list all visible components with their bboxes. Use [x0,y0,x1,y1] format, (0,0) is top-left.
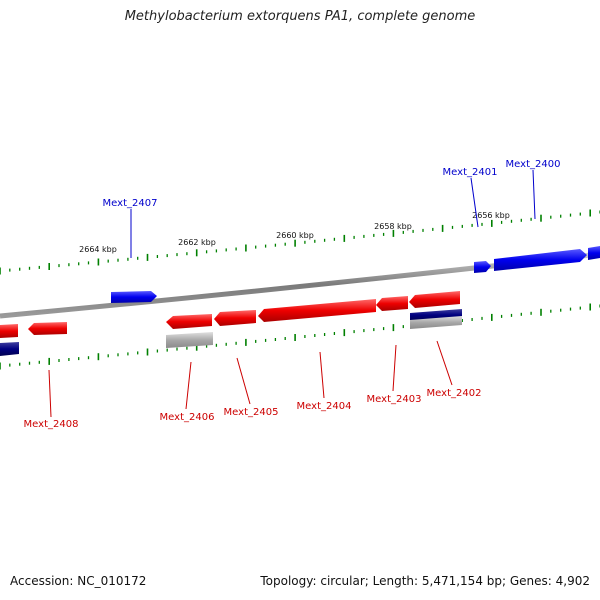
scale-label-2660: 2660 kbp [276,231,314,240]
gene-label-mext-2404[interactable]: Mext_2404 [297,401,352,412]
gene-arrow-edge-left[interactable] [0,324,18,338]
gene-arrow-mext-2407[interactable] [111,291,157,303]
feature-dark-left[interactable] [0,342,19,356]
gene-arrow-mext-2406[interactable] [166,314,212,329]
gene-label-mext-2403[interactable]: Mext_2403 [367,394,422,405]
gene-arrow-mext-2401[interactable] [474,261,491,273]
gene-arrow-mext-2408[interactable] [28,322,67,335]
gene-label-mext-2401[interactable]: Mext_2401 [443,167,498,178]
other-features [0,309,462,356]
leader-mext-2403 [392,344,397,392]
gene-arrow-mext-2404[interactable] [258,299,376,322]
scale-label-2662: 2662 kbp [178,238,216,247]
leader-lines [48,169,536,418]
gene-arrow-mext-2405[interactable] [214,310,256,326]
gene-arrow-edge-right[interactable] [588,246,600,260]
map-title: Methylobacterium extorquens PA1, complet… [124,9,476,24]
leader-mext-2400 [532,169,536,220]
gene-label-mext-2402[interactable]: Mext_2402 [427,388,482,399]
gene-label-mext-2407[interactable]: Mext_2407 [103,198,158,209]
gene-label-mext-2400[interactable]: Mext_2400 [506,159,561,170]
scale-label-2656: 2656 kbp [472,211,510,220]
scale-label-2658: 2658 kbp [374,222,412,231]
leader-mext-2406 [185,361,192,410]
leader-mext-2404 [319,351,325,399]
leader-mext-2408 [48,369,52,418]
reverse-strand-genes [0,291,460,338]
gene-label-mext-2406[interactable]: Mext_2406 [160,412,215,423]
gene-labels: Mext_2407 Mext_2401 Mext_2400 Mext_2408 … [24,159,561,430]
leader-mext-2405 [236,357,251,405]
leader-mext-2402 [436,340,453,386]
feature-rna-mext-2402[interactable] [410,316,462,329]
accession-text: Accession: NC_010172 [10,574,147,588]
feature-rna-mext-2406[interactable] [166,332,213,348]
upper-ruler [0,209,600,275]
gene-arrow-mext-2402[interactable] [409,291,460,308]
gene-label-mext-2405[interactable]: Mext_2405 [224,407,279,418]
gene-arrow-mext-2400[interactable] [494,249,587,271]
gene-label-mext-2408[interactable]: Mext_2408 [24,419,79,430]
scale-labels: 2664 kbp 2662 kbp 2660 kbp 2658 kbp 2656… [79,211,510,254]
genome-summary: Topology: circular; Length: 5,471,154 bp… [260,574,590,588]
leader-mext-2401 [470,177,479,228]
scale-label-2664: 2664 kbp [79,245,117,254]
gene-arrow-mext-2403[interactable] [376,296,408,311]
forward-strand-genes [111,246,600,303]
